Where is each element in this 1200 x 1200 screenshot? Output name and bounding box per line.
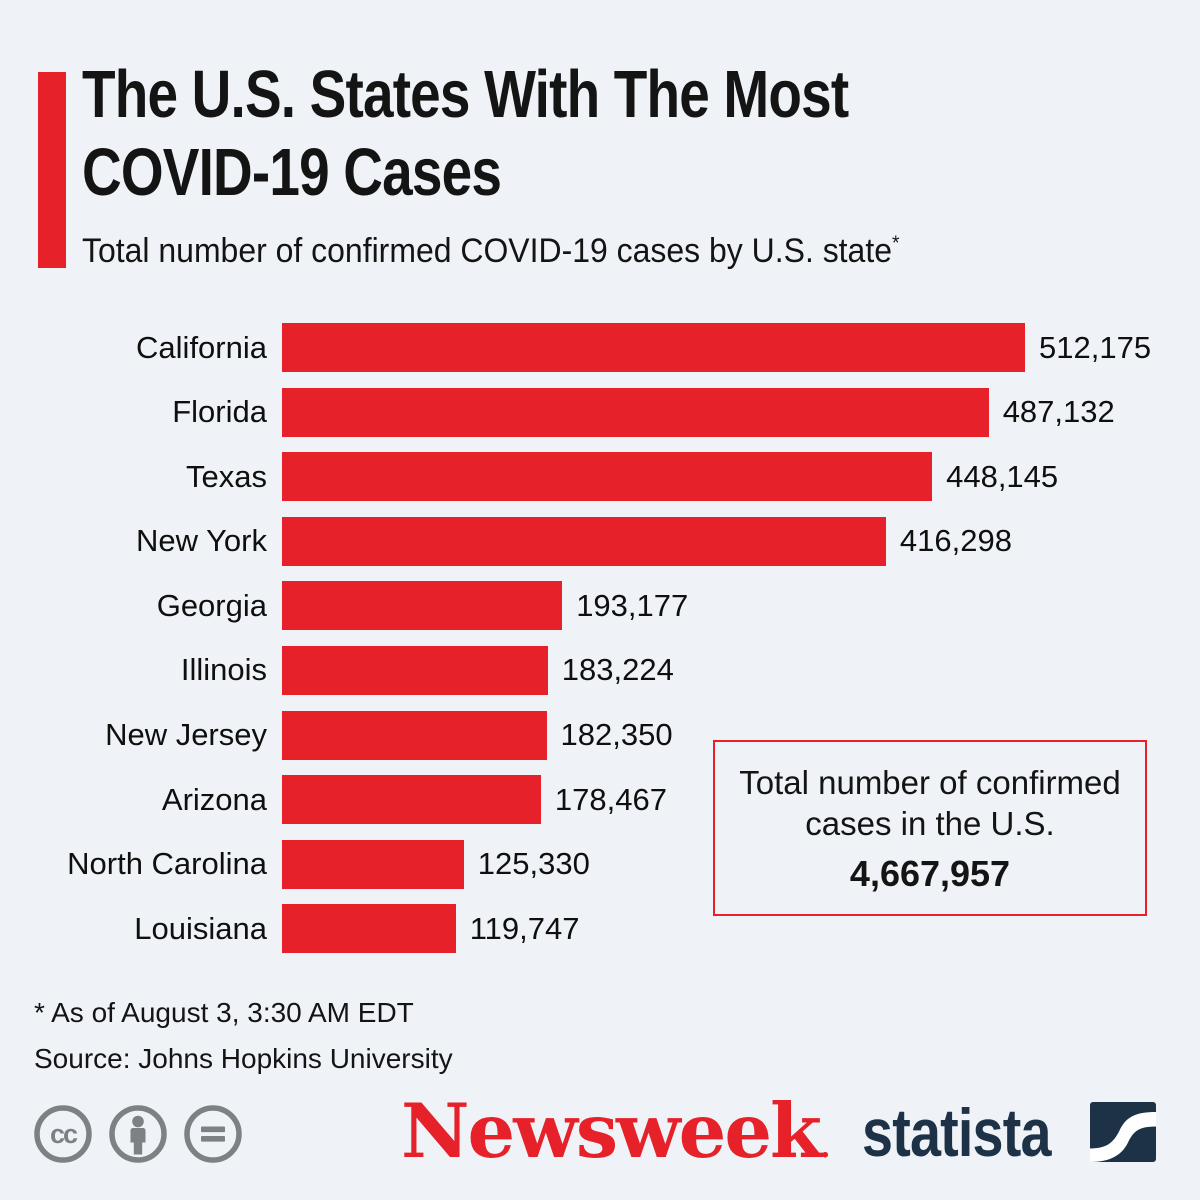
bar-row: Texas 448,145: [0, 452, 1200, 502]
cc-nd-equals-icon: [184, 1105, 242, 1163]
chart-subtitle-text: Total number of confirmed COVID-19 cases…: [82, 232, 892, 270]
category-label: Illinois: [180, 652, 267, 688]
cc-by-person-icon: [109, 1105, 167, 1163]
value-label: 512,175: [1039, 329, 1152, 365]
bar-row: New Jersey 182,350: [0, 710, 1200, 760]
total-cases-box: Total number of confirmed cases in the U…: [713, 740, 1147, 916]
bar-row: Louisiana 119,747: [0, 904, 1200, 954]
bar: [282, 904, 456, 954]
bar-row: New York 416,298: [0, 516, 1200, 566]
statista-logo: statista: [862, 1095, 1162, 1171]
footnote-as-of: * As of August 3, 3:30 AM EDT: [34, 997, 414, 1028]
bar-row: North Carolina 125,330: [0, 839, 1200, 889]
footnotes: * As of August 3, 3:30 AM EDT Source: Jo…: [34, 990, 453, 1082]
category-label: New Jersey: [105, 717, 267, 753]
statista-wordmark: statista: [862, 1095, 1052, 1171]
total-box-line2: cases in the U.S.: [805, 805, 1055, 842]
value-label: 183,224: [561, 652, 674, 688]
chart-subtitle: Total number of confirmed COVID-19 cases…: [82, 232, 899, 271]
bar: [282, 839, 464, 889]
source-line: Source: Johns Hopkins University: [34, 1043, 453, 1074]
statista-logo-mark: [1090, 1102, 1156, 1162]
category-label: Louisiana: [134, 910, 267, 946]
value-label: 193,177: [576, 587, 689, 623]
svg-text:cc: cc: [50, 1119, 78, 1149]
value-label: 448,145: [946, 458, 1059, 494]
value-label: 487,132: [1002, 394, 1115, 430]
page-title-line1: The U.S. States With The Most: [82, 57, 849, 132]
category-label: Texas: [186, 458, 267, 494]
category-label: Georgia: [156, 587, 267, 623]
bar: [282, 645, 548, 695]
bar-row: Arizona 178,467: [0, 775, 1200, 825]
value-label: 182,350: [560, 717, 673, 753]
bar-row: California 512,175: [0, 323, 1200, 372]
bar-row: Georgia 193,177: [0, 581, 1200, 631]
footnote-marker: *: [891, 232, 900, 255]
category-label: New York: [136, 523, 267, 559]
cc-icon: cc: [34, 1105, 92, 1163]
value-label: 416,298: [899, 523, 1012, 559]
category-label: Arizona: [161, 781, 267, 817]
bar: [282, 581, 563, 631]
value-label: 178,467: [554, 781, 667, 817]
page-title-line2: COVID-19 Cases: [82, 135, 502, 210]
category-label: California: [136, 329, 267, 365]
category-label: Florida: [172, 394, 267, 430]
bar-row: Illinois 183,224: [0, 645, 1200, 695]
page-title: The U.S. States With The Most COVID-19 C…: [82, 56, 849, 212]
newsweek-wordmark: Newsweek: [401, 1087, 822, 1175]
newsweek-logo-dot: .: [820, 1130, 831, 1165]
creative-commons-badges: cc: [33, 1104, 243, 1164]
value-label: 119,747: [469, 910, 580, 946]
value-label: 125,330: [477, 846, 590, 882]
bar: [282, 775, 541, 825]
title-accent-bar: [38, 72, 66, 268]
bar: [282, 710, 547, 760]
bar-row: Florida 487,132: [0, 387, 1200, 437]
total-cases-value: 4,667,957: [849, 853, 1011, 894]
total-box-line1: Total number of confirmed: [739, 764, 1121, 801]
bar: [282, 452, 933, 502]
bar: [282, 516, 886, 566]
newsweek-logo: Newsweek.: [401, 1094, 830, 1185]
bar-chart: California 512,175 Florida 487,132 Texas…: [0, 323, 1200, 969]
category-label: North Carolina: [67, 846, 267, 882]
bar: [282, 323, 1025, 372]
bar: [282, 387, 989, 437]
